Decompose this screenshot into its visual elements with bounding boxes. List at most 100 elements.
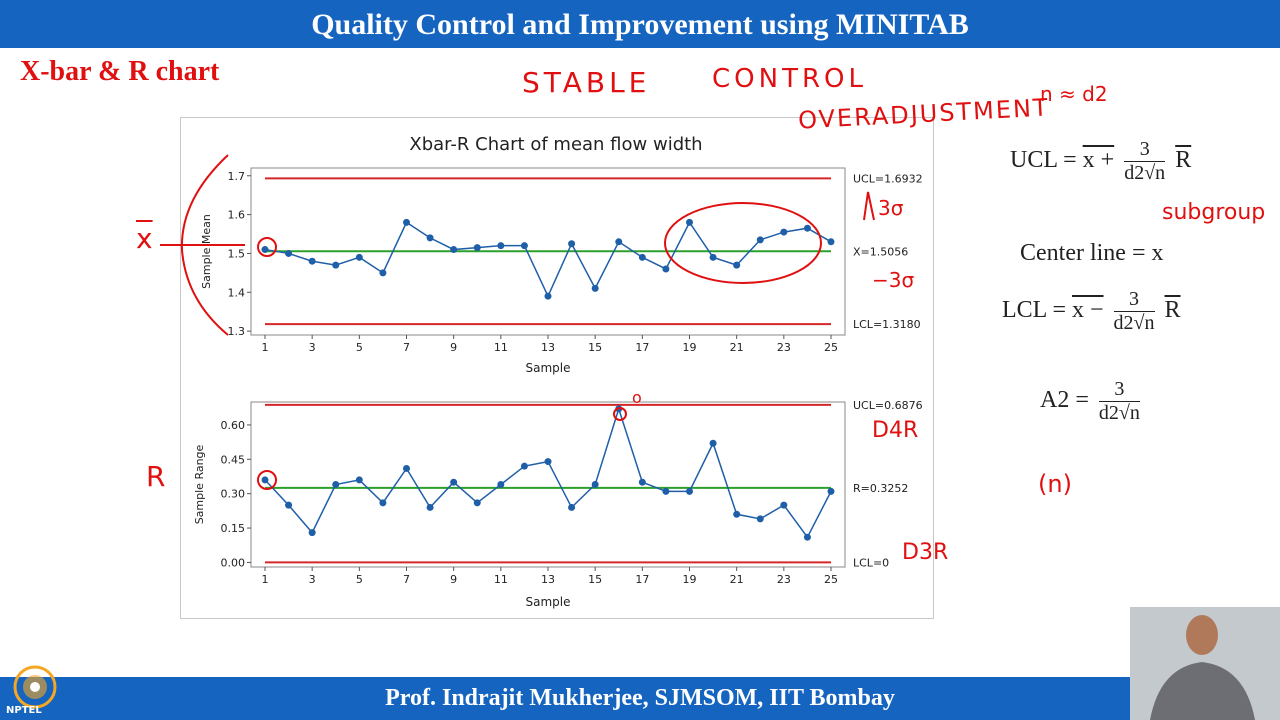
annotation-stable: STABLE (522, 66, 651, 99)
chart1-data-point (403, 218, 410, 226)
ucl-xbar: x + (1082, 147, 1115, 174)
slide-title: X-bar & R chart (20, 56, 220, 87)
chart1-title: Xbar-R Chart of mean flow width (409, 134, 702, 155)
ucl-fraction: 3 d2√n (1124, 138, 1166, 185)
chart2-data-point (638, 478, 646, 486)
chart2-xtick-label: 17 (635, 573, 649, 586)
chart1-data-point (709, 253, 717, 261)
chart2-ytick-label: 0.00 (221, 556, 246, 569)
chart1-ytick-label: 1.7 (228, 170, 246, 183)
chart1-data-point (332, 261, 340, 269)
chart2-data-point (803, 533, 811, 541)
chart2-lcl-label: LCL=0 (853, 556, 889, 569)
a2-num: 3 (1098, 378, 1140, 402)
chart1-ytick-label: 1.5 (228, 247, 246, 260)
chart1-xtick-label: 9 (450, 341, 457, 354)
chart2-data-point (261, 476, 269, 484)
annotation-subgroup: subgroup (1162, 200, 1266, 225)
chart2-series-line (264, 406, 832, 539)
chart1-xtick-label: 19 (683, 341, 697, 354)
lcl-formula: LCL = x − 3 d2√n R (1002, 288, 1181, 335)
chart2-xtick-label: 23 (777, 573, 791, 586)
chart1-ytick-label: 1.4 (228, 286, 246, 299)
chart2-data-point (308, 529, 316, 537)
chart1-ylabel: Sample Mean (200, 214, 213, 289)
center-formula: Center line = x (1020, 240, 1164, 266)
chart2-data-point (568, 503, 576, 511)
ucl-formula: UCL = x + 3 d2√n R (1010, 138, 1191, 185)
chart1-data-point (591, 284, 599, 292)
lcl-den: d2√n (1113, 312, 1155, 334)
chart2-data-point (709, 439, 717, 447)
annotation-d3r: D3R (902, 540, 949, 565)
header-title: Quality Control and Improvement using MI… (311, 8, 969, 41)
chart2-ylabel: Sample Range (193, 444, 206, 524)
chart2-data-point (450, 478, 458, 486)
header-bar: Quality Control and Improvement using MI… (0, 0, 1280, 48)
a2-lhs: A2 = (1040, 387, 1089, 414)
chart2-xtick-label: 3 (309, 573, 316, 586)
presenter-video (1130, 607, 1280, 720)
chart2-ytick-label: 0.15 (221, 522, 246, 535)
chart2-xtick-label: 7 (403, 573, 410, 586)
chart2-ytick-label: 0.30 (221, 488, 246, 501)
chart1-data-point (497, 242, 505, 250)
annotation-circle-runs (664, 202, 822, 284)
chart2-data-point (332, 481, 340, 488)
chart1-ytick-label: 1.3 (228, 325, 246, 338)
chart2-xtick-label: 1 (262, 573, 269, 586)
footer-text: Prof. Indrajit Mukherjee, SJMSOM, IIT Bo… (385, 685, 895, 711)
chart2-data-point (662, 487, 670, 495)
chart2-data-point (426, 503, 434, 511)
chart1-data-point (756, 236, 764, 244)
chart1-xtick-label: 23 (777, 341, 791, 354)
chart2-data-point (285, 501, 293, 509)
lcl-xbar: x − (1071, 297, 1104, 324)
chart1-center-label: X=1.5056 (853, 245, 908, 258)
ucl-den: d2√n (1124, 162, 1166, 184)
chart1-xtick-label: 25 (824, 341, 838, 354)
chart1-data-point (426, 234, 434, 242)
nptel-logo (13, 665, 57, 709)
chart2-ytick-label: 0.60 (221, 419, 246, 432)
chart1-data-point (544, 292, 552, 300)
chart1-data-point (686, 218, 693, 226)
chart2-xlabel: Sample (526, 595, 571, 609)
chart1-data-point (803, 224, 811, 232)
chart1-data-point (473, 244, 481, 252)
chart2-data-point (756, 515, 764, 523)
chart2-data-point (686, 487, 693, 495)
chart2-xtick-label: 5 (356, 573, 363, 586)
chart1-data-point (308, 257, 316, 265)
annotation-circle-range16 (613, 407, 627, 421)
chart1-data-point (520, 242, 528, 250)
chart1-xtick-label: 5 (356, 341, 363, 354)
chart2-xtick-label: 21 (730, 573, 744, 586)
annotation-zero: o (632, 388, 642, 407)
annotation-up-arrow (863, 191, 875, 221)
chart2-xtick-label: 13 (541, 573, 555, 586)
annotation-control: CONTROL (712, 64, 867, 94)
ucl-num: 3 (1124, 138, 1166, 162)
annotation-d4r: D4R (872, 418, 919, 443)
chart1-xtick-label: 11 (494, 341, 508, 354)
chart2-xtick-label: 19 (683, 573, 697, 586)
chart1-data-point (568, 240, 576, 248)
chart1-data-point (827, 238, 835, 246)
annotation-plus3s: 3σ (878, 196, 904, 220)
chart2-data-point (733, 510, 741, 518)
annotation-bell-curve (180, 154, 229, 336)
chart2-data-point (403, 464, 410, 472)
chart1-data-point (662, 265, 670, 273)
lcl-rbar: R (1164, 297, 1181, 324)
chart2-ytick-label: 0.45 (221, 453, 246, 466)
chart1-ucl-label: UCL=1.6932 (853, 172, 923, 185)
annotation-n-d2: n ≈ d2 (1040, 82, 1108, 106)
ucl-lhs: UCL = (1010, 147, 1077, 174)
nptel-label: NPTEL (6, 705, 42, 716)
chart2-plot-frame (250, 401, 846, 568)
lcl-lhs: LCL = (1002, 297, 1066, 324)
chart2-xtick-label: 11 (494, 573, 508, 586)
chart1-data-point (615, 238, 623, 246)
